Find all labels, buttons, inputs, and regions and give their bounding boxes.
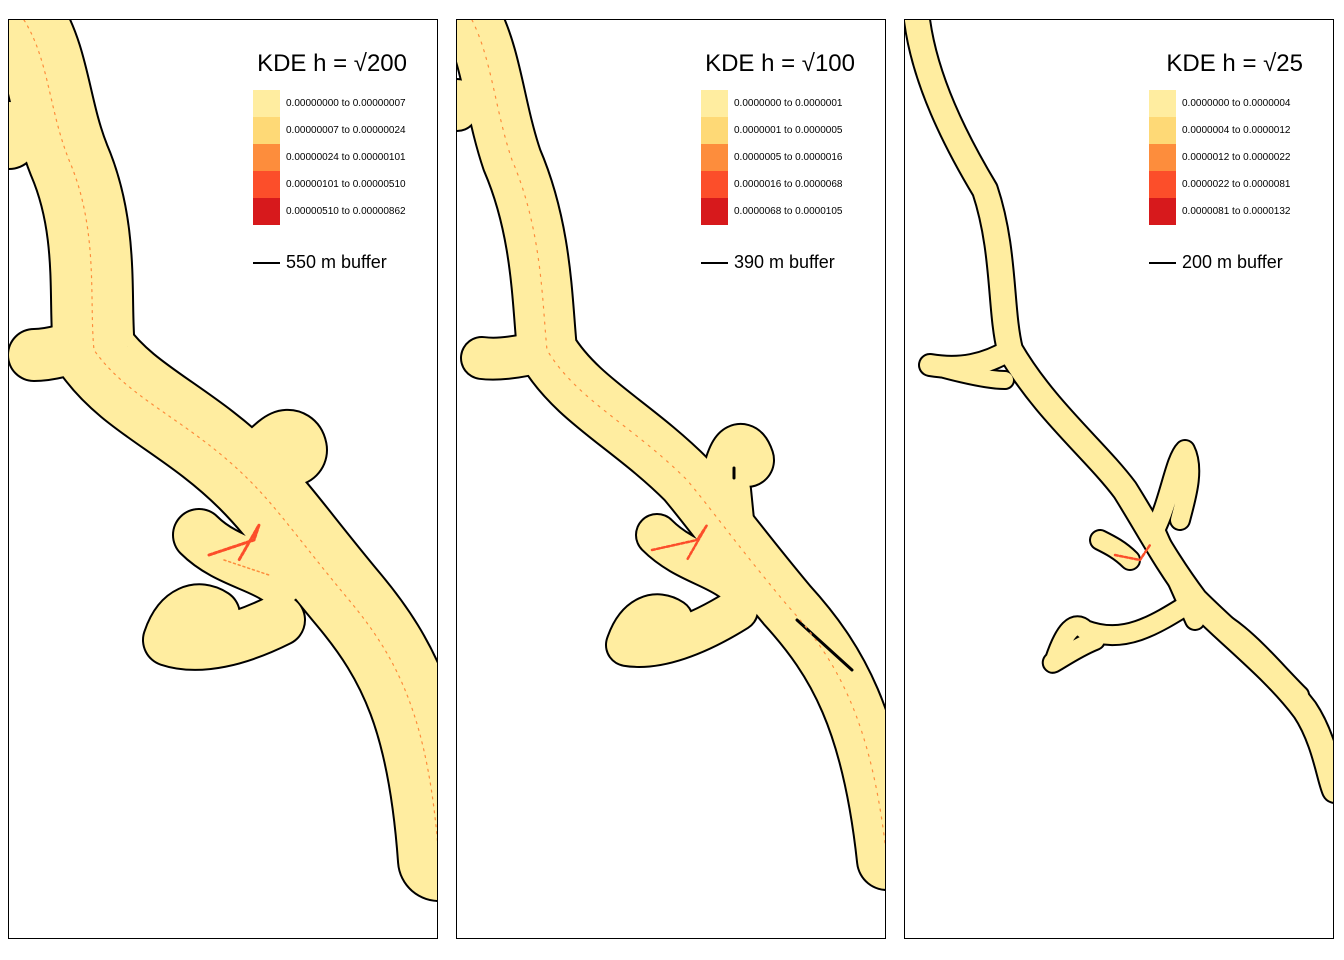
legend-item: 0.00000510 to 0.00000862: [253, 198, 406, 225]
legend-swatch: [253, 117, 280, 144]
buffer-legend: 200 m buffer: [1149, 252, 1283, 273]
buffer-label: 550 m buffer: [286, 252, 387, 272]
buffer-map: [457, 20, 885, 891]
legend-swatch: [701, 171, 728, 198]
legend-label: 0.0000005 to 0.0000016: [734, 152, 843, 163]
legend-label: 0.00000024 to 0.00000101: [286, 152, 406, 163]
buffer-line-symbol: [253, 261, 280, 264]
legend-item: 0.0000000 to 0.0000004: [1149, 90, 1290, 117]
legend-item: 0.00000101 to 0.00000510: [253, 171, 406, 198]
legend-item: 0.0000001 to 0.0000005: [701, 117, 842, 144]
legend-label: 0.0000081 to 0.0000132: [1182, 206, 1291, 217]
legend-item: 0.0000022 to 0.0000081: [1149, 171, 1290, 198]
legend-item: 0.0000016 to 0.0000068: [701, 171, 842, 198]
legend-swatch: [253, 198, 280, 225]
legend-label: 0.0000000 to 0.0000004: [1182, 98, 1291, 109]
buffer-legend: 390 m buffer: [701, 252, 835, 273]
panel-title: KDE h = √100: [705, 50, 855, 77]
map-panel-h25: KDE h = √25 0.0000000 to 0.0000004 0.000…: [904, 19, 1334, 939]
legend-swatch: [253, 171, 280, 198]
legend-label: 0.00000007 to 0.00000024: [286, 125, 406, 136]
kde-road-trace: [23, 20, 437, 844]
legend-swatch: [253, 90, 280, 117]
kde-road-trace: [471, 20, 885, 849]
legend-swatch: [1149, 90, 1176, 117]
legend-swatch: [701, 90, 728, 117]
buffer-label: 200 m buffer: [1182, 252, 1283, 272]
legend-item: 0.0000012 to 0.0000022: [1149, 144, 1290, 171]
buffer-legend: 550 m buffer: [253, 252, 387, 273]
legend-item: 0.0000000 to 0.0000001: [701, 90, 842, 117]
legend-swatch: [253, 144, 280, 171]
legend-label: 0.0000012 to 0.0000022: [1182, 152, 1291, 163]
legend-label: 0.0000022 to 0.0000081: [1182, 179, 1291, 190]
legend-label: 0.00000101 to 0.00000510: [286, 179, 406, 190]
legend-item: 0.0000081 to 0.0000132: [1149, 198, 1290, 225]
map-panel-h200: KDE h = √200 0.00000000 to 0.00000007 0.…: [8, 19, 438, 939]
buffer-map: [9, 20, 437, 902]
legend-item: 0.00000024 to 0.00000101: [253, 144, 406, 171]
legend-label: 0.00000510 to 0.00000862: [286, 206, 406, 217]
buffer-label: 390 m buffer: [734, 252, 835, 272]
legend-item: 0.00000000 to 0.00000007: [253, 90, 406, 117]
legend-swatch: [1149, 144, 1176, 171]
buffer-map: [905, 20, 1333, 804]
legend-label: 0.0000016 to 0.0000068: [734, 179, 843, 190]
panel-title: KDE h = √200: [257, 50, 407, 77]
legend-item: 0.0000004 to 0.0000012: [1149, 117, 1290, 144]
legend-item: 0.0000005 to 0.0000016: [701, 144, 842, 171]
legend-label: 0.0000001 to 0.0000005: [734, 125, 843, 136]
legend-item: 0.00000007 to 0.00000024: [253, 117, 406, 144]
legend: 0.0000000 to 0.0000004 0.0000004 to 0.00…: [1149, 90, 1290, 225]
legend-label: 0.00000000 to 0.00000007: [286, 98, 406, 109]
legend-swatch: [701, 198, 728, 225]
panel-title: KDE h = √25: [1166, 50, 1303, 77]
legend-swatch: [701, 117, 728, 144]
buffer-line-symbol: [1149, 261, 1176, 264]
legend-item: 0.0000068 to 0.0000105: [701, 198, 842, 225]
legend-swatch: [1149, 171, 1176, 198]
legend-swatch: [1149, 198, 1176, 225]
legend-label: 0.0000004 to 0.0000012: [1182, 125, 1291, 136]
map-panel-h100: KDE h = √100 0.0000000 to 0.0000001 0.00…: [456, 19, 886, 939]
buffer-line-symbol: [701, 261, 728, 264]
legend: 0.0000000 to 0.0000001 0.0000001 to 0.00…: [701, 90, 842, 225]
legend: 0.00000000 to 0.00000007 0.00000007 to 0…: [253, 90, 406, 225]
legend-swatch: [1149, 117, 1176, 144]
legend-swatch: [701, 144, 728, 171]
legend-label: 0.0000068 to 0.0000105: [734, 206, 843, 217]
legend-label: 0.0000000 to 0.0000001: [734, 98, 843, 109]
